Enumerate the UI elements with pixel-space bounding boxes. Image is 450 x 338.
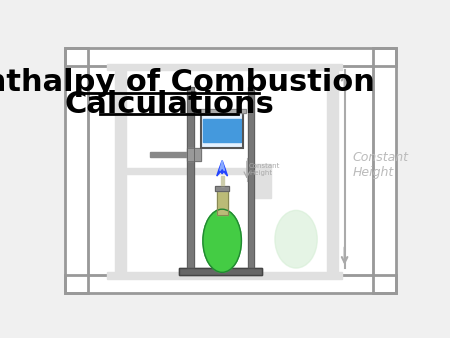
Bar bbox=[150, 152, 188, 157]
Bar bbox=[126, 168, 265, 174]
Text: Constant
Height: Constant Height bbox=[249, 163, 280, 176]
Bar bbox=[65, 48, 88, 293]
Bar bbox=[187, 148, 201, 161]
Bar bbox=[65, 48, 88, 293]
Bar bbox=[248, 87, 255, 268]
Bar bbox=[373, 48, 396, 293]
Bar bbox=[108, 271, 342, 279]
Bar bbox=[217, 190, 228, 215]
Ellipse shape bbox=[275, 210, 317, 268]
Bar bbox=[179, 268, 262, 275]
Bar bbox=[88, 66, 373, 275]
Polygon shape bbox=[217, 161, 228, 176]
Bar bbox=[108, 64, 342, 70]
Text: Enthalpy of Combustion: Enthalpy of Combustion bbox=[0, 68, 374, 97]
Bar bbox=[373, 48, 396, 293]
Bar bbox=[198, 109, 246, 113]
Polygon shape bbox=[220, 161, 225, 171]
Bar bbox=[217, 190, 228, 215]
Bar bbox=[215, 186, 229, 192]
Bar bbox=[201, 113, 243, 148]
Bar bbox=[220, 176, 224, 186]
Bar bbox=[248, 87, 255, 268]
Bar bbox=[327, 66, 338, 275]
Bar bbox=[187, 87, 194, 268]
Bar bbox=[201, 113, 243, 148]
Bar bbox=[65, 275, 396, 293]
Bar bbox=[187, 148, 201, 161]
Text: Constant
Height: Constant Height bbox=[352, 151, 408, 179]
Bar bbox=[187, 87, 194, 268]
Bar bbox=[88, 66, 373, 275]
Bar bbox=[203, 119, 241, 142]
Bar bbox=[254, 164, 270, 198]
Bar bbox=[65, 48, 396, 66]
Ellipse shape bbox=[203, 209, 241, 272]
Bar bbox=[179, 268, 262, 275]
Bar bbox=[65, 48, 396, 66]
Bar bbox=[198, 109, 246, 113]
Bar bbox=[115, 66, 126, 275]
Text: Calculations: Calculations bbox=[64, 90, 274, 119]
Bar bbox=[65, 275, 396, 293]
Bar bbox=[215, 186, 229, 192]
